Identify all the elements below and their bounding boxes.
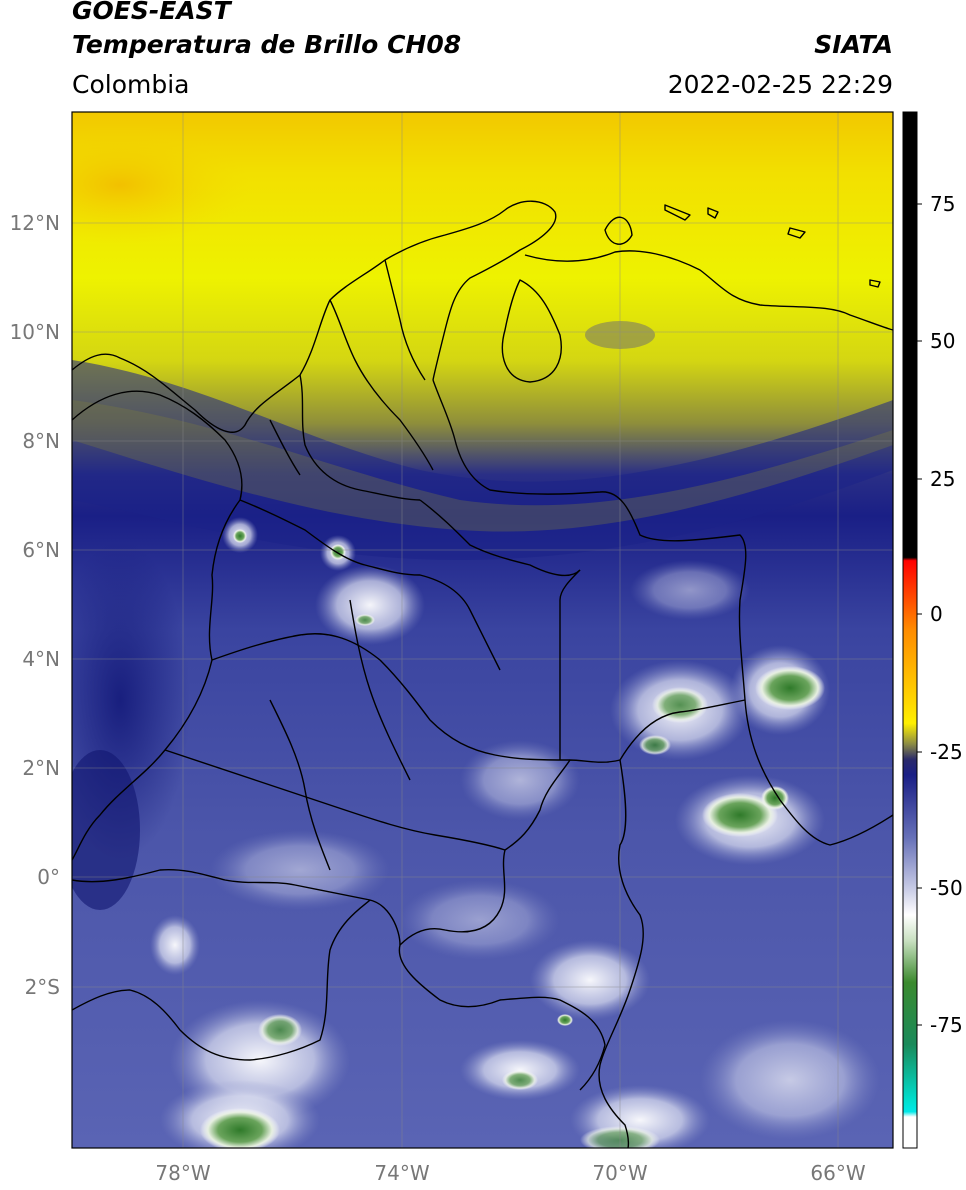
colorbar-label: 25 [930,467,955,491]
lat-label: 2°N [22,756,60,780]
country-borders [72,200,893,1148]
lat-label: 4°N [22,647,60,671]
lat-label: 8°N [22,429,60,453]
colorbar: 75 50 25 0 -25 -50 -75 [902,111,963,1149]
colorbar-gradient [902,111,918,1149]
colorbar-label: 0 [930,602,943,626]
lon-label: 66°W [810,1161,865,1185]
lon-tick-labels: 78°W 74°W 70°W 66°W [155,1161,865,1185]
satellite-title: GOES-EAST [72,0,231,25]
colorbar-label: -25 [930,740,963,764]
brightness-temperature-field [72,112,893,1148]
colorbar-label: -50 [930,876,963,900]
lon-label: 78°W [155,1161,210,1185]
lon-label: 70°W [592,1161,647,1185]
lat-label: 6°N [22,538,60,562]
lat-label: 12°N [10,211,60,235]
org-label: SIATA [814,30,893,59]
lat-label: 0° [37,865,60,889]
datetime-label: 2022-02-25 22:29 [667,70,893,99]
plot-frame [71,111,894,1149]
colorbar-label: -75 [930,1013,963,1037]
lat-label: 2°S [25,975,60,999]
colorbar-label: 50 [930,329,955,353]
lat-label: 10°N [10,320,60,344]
lat-tick-labels: 12°N 10°N 8°N 6°N 4°N 2°N 0° 2°S [10,211,60,999]
colorbar-label: 75 [930,192,955,216]
product-title: Temperatura de Brillo CH08 [72,30,462,59]
region-label: Colombia [72,70,190,99]
lon-label: 74°W [374,1161,429,1185]
